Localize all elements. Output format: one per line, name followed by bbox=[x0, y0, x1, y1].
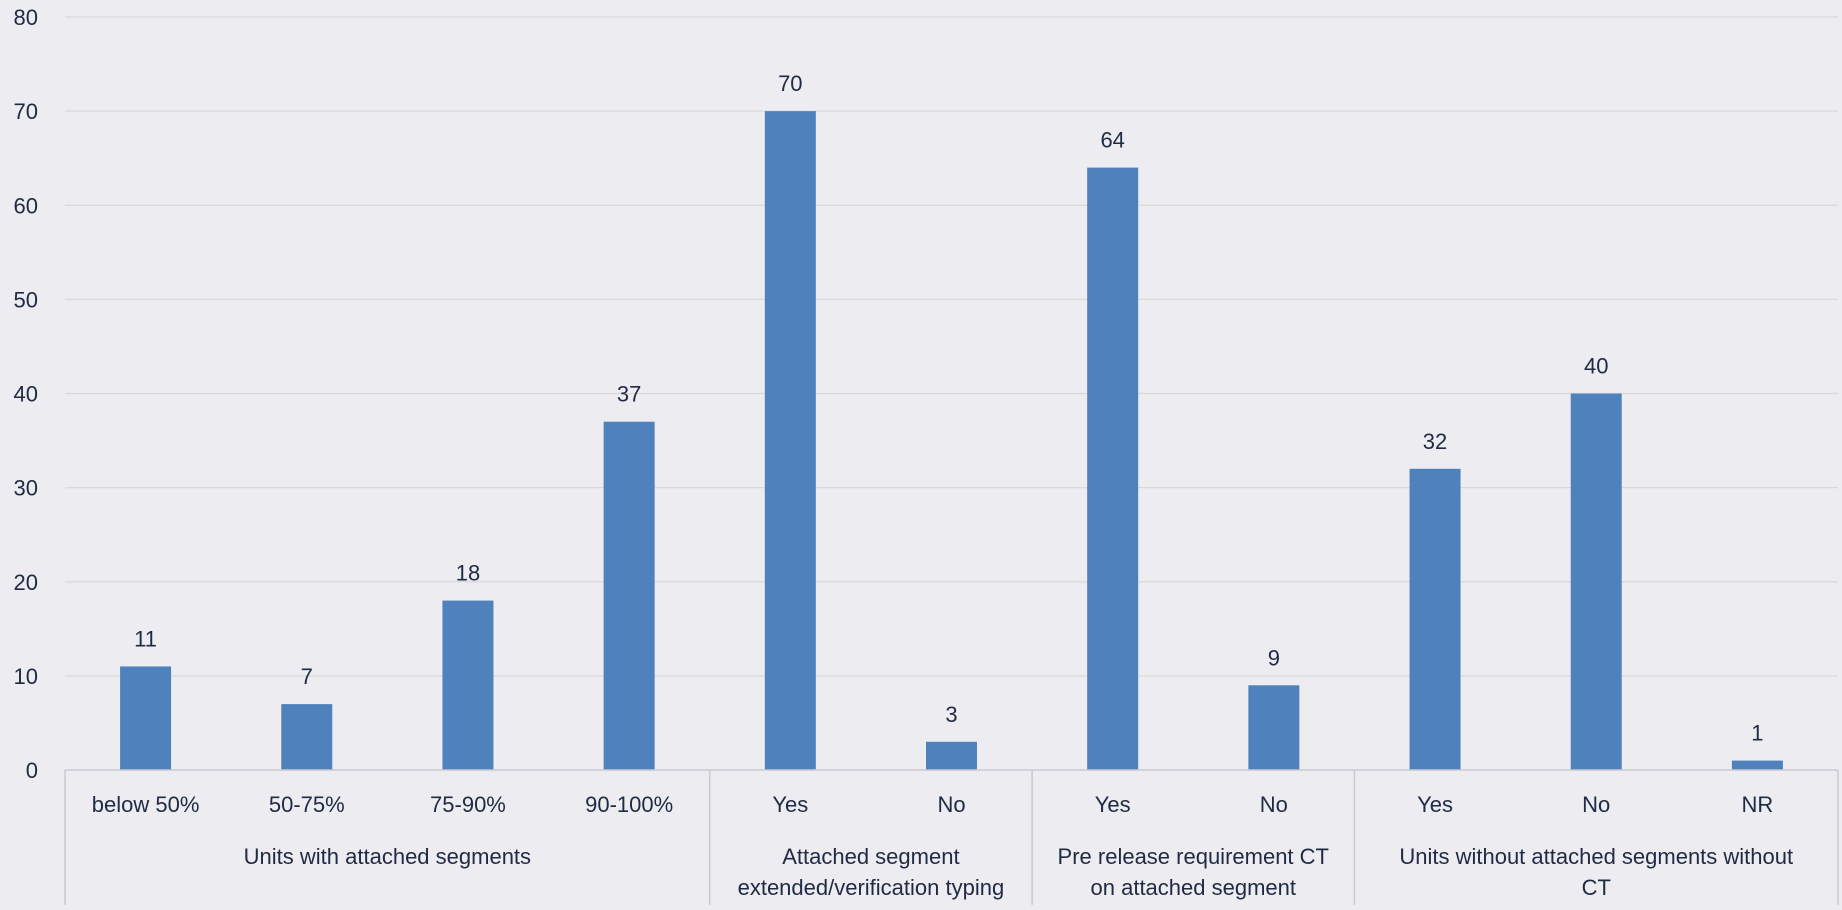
gridlines bbox=[65, 16, 1838, 677]
bars bbox=[120, 111, 1783, 771]
data-label: 40 bbox=[1584, 354, 1608, 379]
x-tick-label: 90-100% bbox=[585, 792, 673, 817]
x-tick-label: Yes bbox=[1095, 792, 1131, 817]
bar bbox=[442, 600, 494, 770]
x-tick-label: No bbox=[937, 792, 965, 817]
data-label: 9 bbox=[1268, 645, 1280, 670]
x-tick-label: Yes bbox=[772, 792, 808, 817]
bar bbox=[120, 666, 172, 770]
y-tick-label: 30 bbox=[14, 476, 38, 501]
x-tick-label: 50-75% bbox=[269, 792, 345, 817]
group-label: Pre release requirement CT bbox=[1058, 844, 1329, 869]
bar bbox=[1087, 167, 1139, 771]
data-label: 64 bbox=[1100, 128, 1124, 153]
bar bbox=[764, 111, 816, 770]
x-tick-label: below 50% bbox=[92, 792, 200, 817]
x-tick-label: No bbox=[1582, 792, 1610, 817]
data-label: 37 bbox=[617, 382, 641, 407]
y-tick-label: 0 bbox=[26, 758, 38, 783]
bar bbox=[1409, 468, 1461, 770]
data-labels: 11 7 18 37 70 3 64 9 32 40 1 bbox=[134, 71, 1763, 745]
data-label: 7 bbox=[301, 664, 313, 689]
group-label: on attached segment bbox=[1091, 875, 1296, 900]
data-label: 1 bbox=[1751, 721, 1763, 746]
y-tick-label: 50 bbox=[14, 287, 38, 312]
y-tick-label: 20 bbox=[14, 570, 38, 595]
bar bbox=[603, 421, 655, 770]
y-axis-ticks: 0 10 20 30 40 50 60 70 80 bbox=[14, 5, 38, 783]
x-tick-label: 75-90% bbox=[430, 792, 506, 817]
bar bbox=[1248, 685, 1300, 770]
data-label: 32 bbox=[1423, 429, 1447, 454]
y-tick-label: 40 bbox=[14, 382, 38, 407]
group-label: Units without attached segments without bbox=[1399, 844, 1793, 869]
y-tick-label: 80 bbox=[14, 5, 38, 30]
data-label: 70 bbox=[778, 71, 802, 96]
x-tick-label: No bbox=[1260, 792, 1288, 817]
x-tick-label: NR bbox=[1742, 792, 1774, 817]
group-label: Attached segment bbox=[782, 844, 959, 869]
x-tick-label: Yes bbox=[1417, 792, 1453, 817]
bar bbox=[926, 741, 977, 770]
data-label: 3 bbox=[945, 702, 957, 727]
bar bbox=[281, 704, 333, 770]
x-axis: below 50% 50-75% 75-90% 90-100% Yes No Yes No Ye… bbox=[64, 769, 1839, 905]
bar bbox=[1570, 393, 1622, 770]
y-tick-label: 10 bbox=[14, 664, 38, 689]
group-label: extended/verification typing bbox=[738, 875, 1005, 900]
data-label: 18 bbox=[456, 561, 480, 586]
group-label: CT bbox=[1582, 875, 1611, 900]
data-label: 11 bbox=[134, 626, 157, 651]
y-tick-label: 70 bbox=[14, 99, 38, 124]
group-label: Units with attached segments bbox=[244, 844, 531, 869]
bar bbox=[1731, 760, 1783, 770]
y-tick-label: 60 bbox=[14, 193, 38, 218]
